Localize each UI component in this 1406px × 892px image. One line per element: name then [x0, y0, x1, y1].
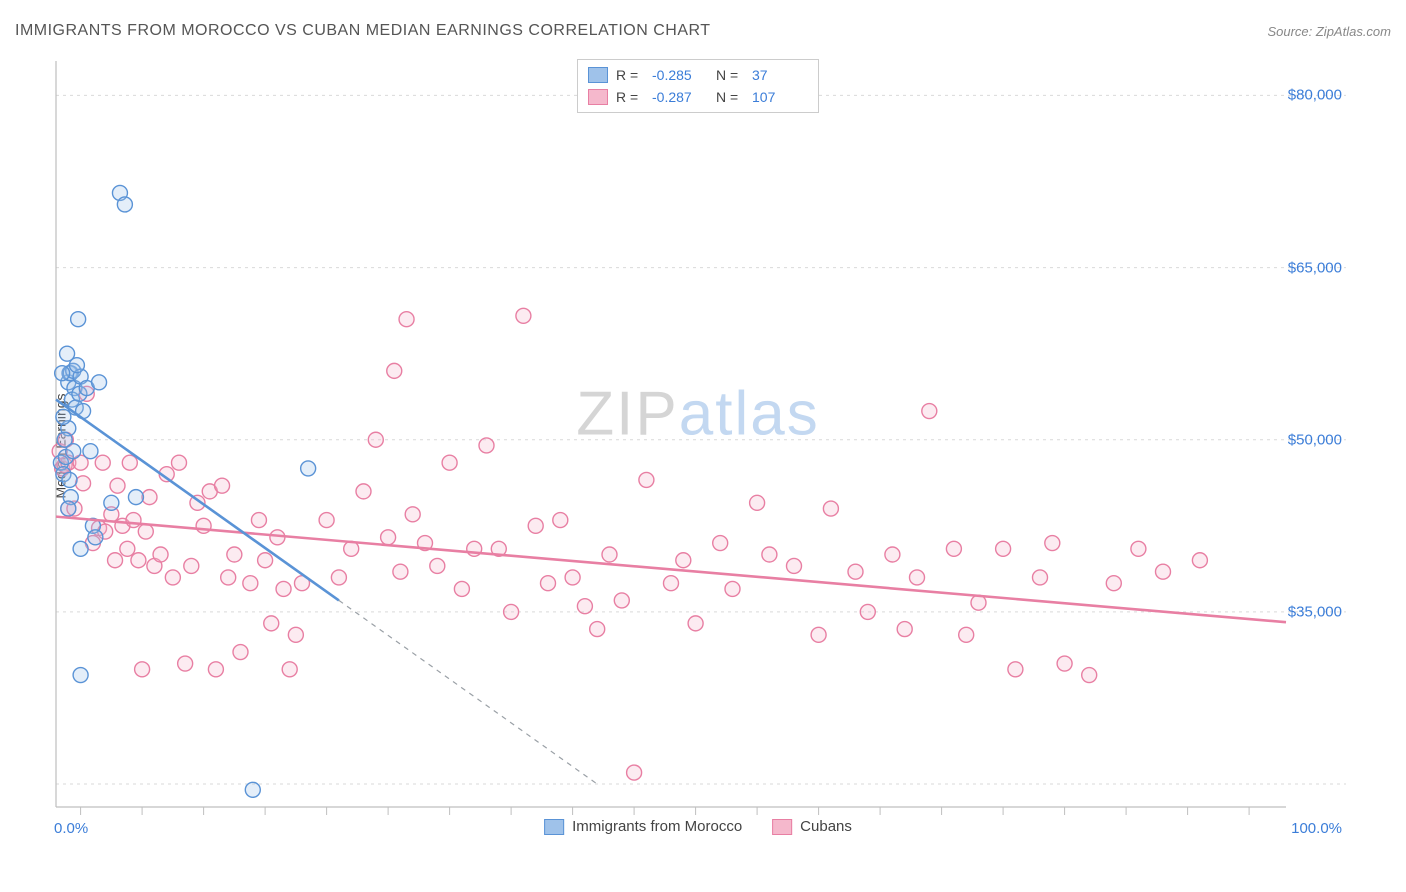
source-attribution: Source: ZipAtlas.com [1267, 24, 1391, 39]
legend-row-cubans: R = -0.287 N = 107 [588, 86, 808, 108]
scatter-chart: ZIPatlas R = -0.285 N = 37 R = -0.287 N … [50, 55, 1346, 835]
n-value-cubans: 107 [752, 86, 808, 108]
chart-title: IMMIGRANTS FROM MOROCCO VS CUBAN MEDIAN … [15, 22, 711, 40]
r-label: R = [616, 86, 644, 108]
n-label: N = [716, 64, 744, 86]
legend-row-morocco: R = -0.285 N = 37 [588, 64, 808, 86]
r-value-morocco: -0.285 [652, 64, 708, 86]
swatch-cubans [588, 89, 608, 105]
y-tick-label: $50,000 [1288, 431, 1342, 448]
source-name: ZipAtlas.com [1316, 24, 1391, 39]
legend-label-cubans: Cubans [800, 818, 852, 835]
r-label: R = [616, 64, 644, 86]
legend-item-cubans: Cubans [772, 818, 852, 835]
y-tick-label: $65,000 [1288, 259, 1342, 276]
y-tick-label: $80,000 [1288, 87, 1342, 104]
legend-item-morocco: Immigrants from Morocco [544, 818, 742, 835]
n-value-morocco: 37 [752, 64, 808, 86]
y-tick-label: $35,000 [1288, 603, 1342, 620]
r-value-cubans: -0.287 [652, 86, 708, 108]
chart-svg [50, 55, 1346, 835]
x-axis-min-label: 0.0% [54, 820, 88, 837]
swatch-morocco-bottom [544, 819, 564, 835]
swatch-cubans-bottom [772, 819, 792, 835]
n-label: N = [716, 86, 744, 108]
x-axis-max-label: 100.0% [1291, 820, 1342, 837]
series-legend: Immigrants from Morocco Cubans [544, 818, 852, 835]
correlation-legend: R = -0.285 N = 37 R = -0.287 N = 107 [577, 59, 819, 113]
legend-label-morocco: Immigrants from Morocco [572, 818, 742, 835]
source-prefix: Source: [1267, 24, 1315, 39]
swatch-morocco [588, 67, 608, 83]
